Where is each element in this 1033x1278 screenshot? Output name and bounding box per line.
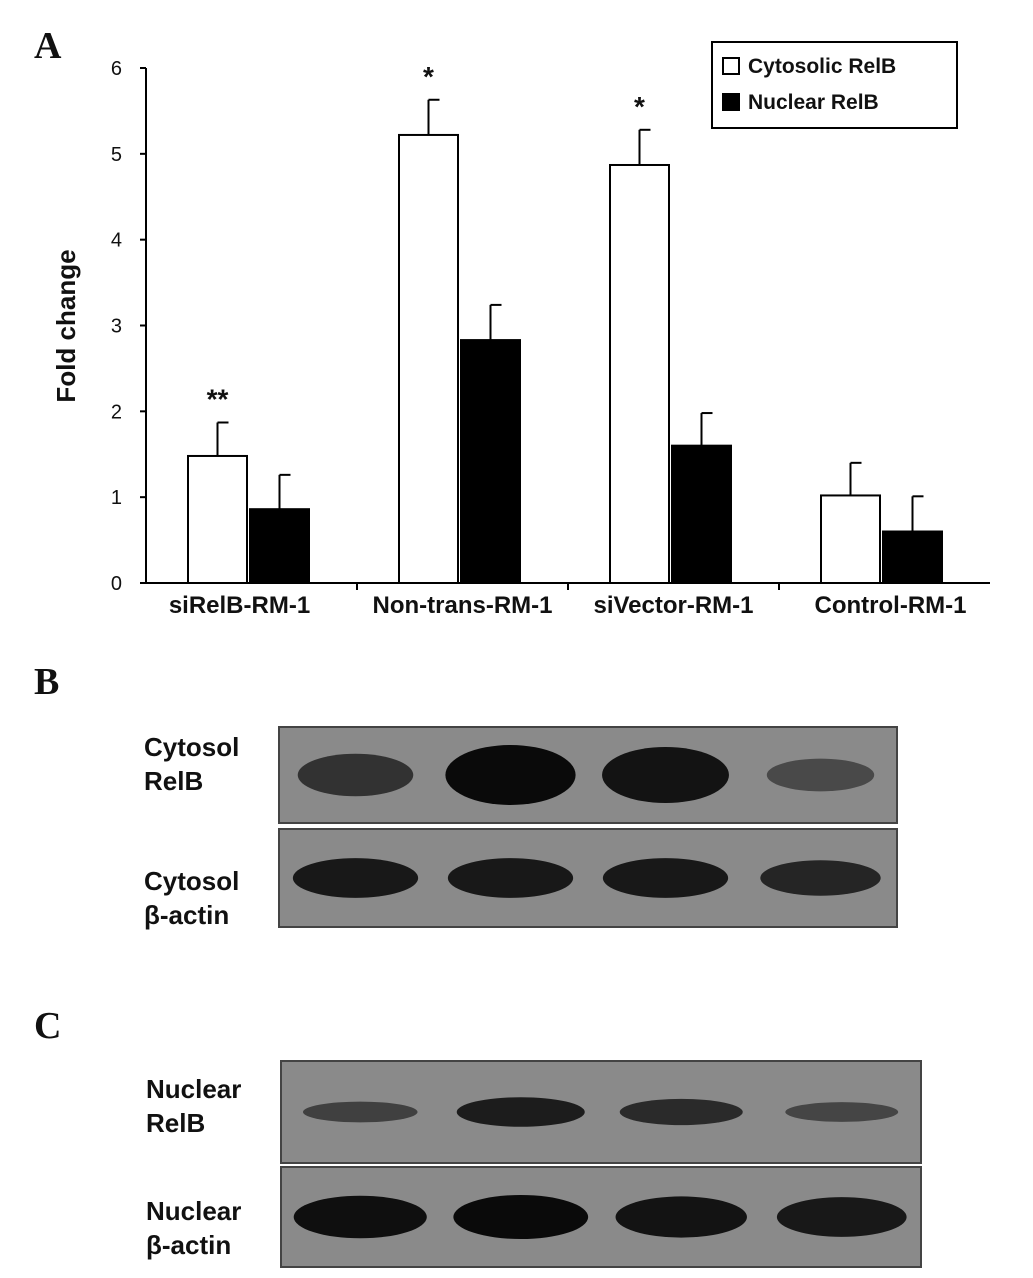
legend-box xyxy=(711,41,958,129)
bar-nuclear xyxy=(882,530,943,584)
blot-band xyxy=(292,858,419,898)
significance-marker: * xyxy=(423,61,434,92)
blot-band xyxy=(293,1195,427,1239)
x-category-label: Non-trans-RM-1 xyxy=(373,592,553,619)
bar-nuclear xyxy=(249,508,310,584)
significance-marker: * xyxy=(634,91,645,122)
bar-chart: 0 1 2 3 4 5 6 Fold change siRelB-RM-1 Non-trans-R… xyxy=(51,41,990,619)
blot-band xyxy=(602,858,729,898)
blot-band xyxy=(445,745,576,805)
chart-axes: 0 1 2 3 4 5 6 Fold change siRelB-RM-1 Non-trans-R… xyxy=(51,58,990,619)
bar-cytosolic xyxy=(187,454,248,585)
blot-c-row1-label-line1: Nuclear xyxy=(146,1074,242,1104)
legend-label: Cytosolic RelB xyxy=(748,55,896,78)
x-category-label: Control-RM-1 xyxy=(815,592,967,619)
blot-c-row2-label-line1: Nuclear xyxy=(146,1196,242,1226)
x-category-label: siVector-RM-1 xyxy=(593,592,753,619)
bar-cytosolic xyxy=(609,163,670,584)
significance-marker: ** xyxy=(207,383,229,414)
blot-c-row1-label-line2: RelB xyxy=(146,1108,206,1138)
y-tick-label: 2 xyxy=(111,401,122,423)
y-tick-label: 6 xyxy=(111,58,122,80)
blot-band xyxy=(302,1101,418,1123)
blot-b-row2-image xyxy=(278,828,898,928)
y-tick-label: 4 xyxy=(111,230,122,252)
blot-c-row1-label: Nuclear RelB xyxy=(146,1072,241,1140)
blot-b-row1-label-line1: Cytosol xyxy=(144,732,240,762)
blot-band xyxy=(615,1196,747,1238)
panel-letter-b: B xyxy=(34,661,60,703)
blot-band xyxy=(297,753,414,797)
blot-band xyxy=(760,860,881,896)
legend-swatch xyxy=(722,93,740,111)
blot-b-row1-label-line2: RelB xyxy=(144,766,204,796)
blot-b-row1-label: Cytosol RelB xyxy=(144,730,239,798)
blot-c-row2-image xyxy=(280,1166,922,1268)
blot-c-row1-image xyxy=(280,1060,922,1164)
y-tick-label: 1 xyxy=(111,487,122,509)
blot-band xyxy=(602,746,729,804)
y-tick-label: 0 xyxy=(111,573,122,595)
blot-b-row1-image xyxy=(278,726,898,824)
y-tick-label: 3 xyxy=(111,316,122,338)
blot-b-row2-label: Cytosol β-actin xyxy=(144,864,239,932)
bar-nuclear xyxy=(671,444,732,584)
blot-band xyxy=(766,758,875,792)
bar-cytosolic xyxy=(398,133,459,584)
blot-band xyxy=(453,1195,589,1239)
x-category-label: siRelB-RM-1 xyxy=(169,592,310,619)
blot-b-row2-label-line2: β-actin xyxy=(144,900,230,930)
panel-letter-a: A xyxy=(34,25,62,67)
blot-band xyxy=(447,858,574,898)
y-axis-label: Fold change xyxy=(51,249,81,402)
legend-swatch xyxy=(722,57,740,75)
blot-band xyxy=(619,1098,743,1126)
bar-cytosolic xyxy=(820,494,881,585)
chart-bars: **** xyxy=(187,61,943,585)
y-tick-label: 5 xyxy=(111,144,122,166)
blot-band xyxy=(456,1097,585,1127)
blot-c-row2-label-line2: β-actin xyxy=(146,1230,232,1260)
chart-legend: Cytosolic RelB Nuclear RelB xyxy=(711,41,958,129)
blot-band xyxy=(785,1102,899,1122)
bar-nuclear xyxy=(460,339,521,585)
legend-label: Nuclear RelB xyxy=(748,91,879,114)
blot-c-row2-label: Nuclear β-actin xyxy=(146,1194,241,1262)
blot-b-row2-label-line1: Cytosol xyxy=(144,866,240,896)
panel-letter-c: C xyxy=(34,1005,62,1047)
blot-band xyxy=(776,1197,907,1237)
